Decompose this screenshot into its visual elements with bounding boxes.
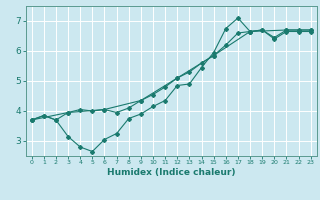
X-axis label: Humidex (Indice chaleur): Humidex (Indice chaleur): [107, 168, 236, 177]
